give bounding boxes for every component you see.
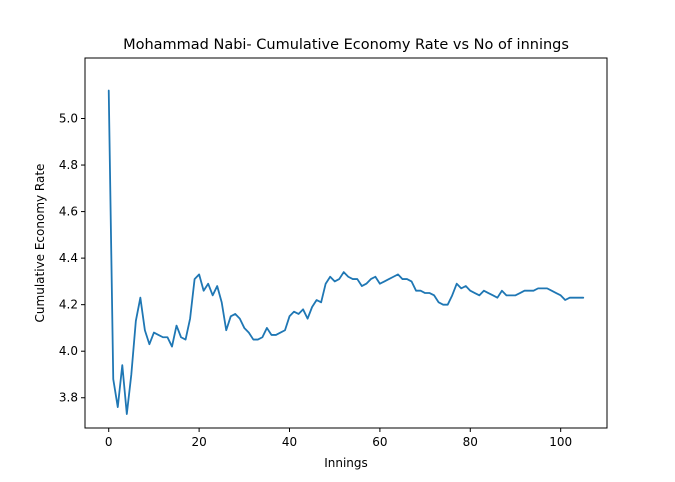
y-tick-label: 4.8 bbox=[59, 158, 78, 172]
plot-area bbox=[107, 89, 585, 415]
axis-ticks: 0 20 40 60 80 100 3.8 4.0 4.2 4.4 4.6 4.8 5.0 bbox=[59, 112, 572, 449]
axes-frame bbox=[84, 57, 608, 429]
x-tick-label: 40 bbox=[282, 435, 297, 449]
x-tick-label: 20 bbox=[191, 435, 206, 449]
x-axis-label: Innings bbox=[324, 456, 368, 470]
y-axis-label: Cumulative Economy Rate bbox=[33, 164, 47, 323]
y-tick-label: 4.6 bbox=[59, 205, 78, 219]
y-tick-label: 5.0 bbox=[59, 112, 78, 126]
y-tick-label: 3.8 bbox=[59, 391, 78, 405]
y-tick-label: 4.4 bbox=[59, 251, 78, 265]
x-tick-label: 80 bbox=[463, 435, 478, 449]
y-tick-label: 4.2 bbox=[59, 298, 78, 312]
series-line bbox=[107, 89, 585, 415]
x-tick-label: 0 bbox=[105, 435, 113, 449]
chart-title: Mohammad Nabi- Cumulative Economy Rate v… bbox=[123, 37, 569, 53]
x-tick-label: 100 bbox=[549, 435, 572, 449]
y-tick-label: 4.0 bbox=[59, 344, 78, 358]
x-tick-label: 60 bbox=[372, 435, 387, 449]
